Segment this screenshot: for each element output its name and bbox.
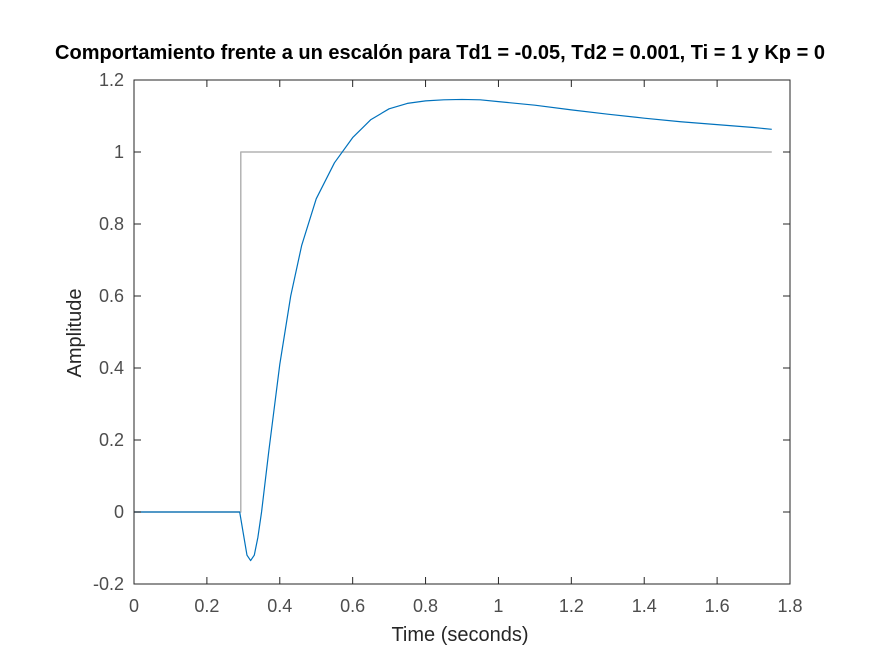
- x-tick-label: 0: [129, 596, 139, 616]
- series-layer: [134, 98, 772, 562]
- y-tick-label: 0.4: [99, 358, 124, 378]
- x-tick-label: 0.6: [340, 596, 365, 616]
- chart-title: Comportamiento frente a un escalón para …: [55, 42, 825, 64]
- x-tick-label: 1.4: [632, 596, 657, 616]
- y-tick-label: 1.2: [99, 70, 124, 90]
- x-tick-label: 0.4: [267, 596, 292, 616]
- x-tick-label: 0.8: [413, 596, 438, 616]
- y-axis-label: Amplitude: [64, 289, 86, 378]
- x-tick-label: 1.6: [705, 596, 730, 616]
- y-tick-label: 1: [114, 142, 124, 162]
- plot-frame: [133, 79, 791, 585]
- y-tick-label: 0: [114, 502, 124, 522]
- y-tick-label: -0.2: [93, 574, 124, 594]
- y-tick-label: 0.6: [99, 286, 124, 306]
- x-tick-label: 1.8: [777, 596, 802, 616]
- x-axis-label: Time (seconds): [391, 624, 528, 646]
- x-tick-label: 1.2: [559, 596, 584, 616]
- plot-area: [134, 80, 790, 584]
- x-tick-label: 1: [493, 596, 503, 616]
- ticks-layer: 0 0.2 0.4 0.6 0.8 1 1.2 1.4 1.6 1.8-0.200.20.40.6…: [93, 70, 803, 616]
- x-tick-label: 0.2: [194, 596, 219, 616]
- y-tick-label: 0.8: [99, 214, 124, 234]
- series-line-response: [134, 98, 772, 562]
- y-tick-label: 0.2: [99, 430, 124, 450]
